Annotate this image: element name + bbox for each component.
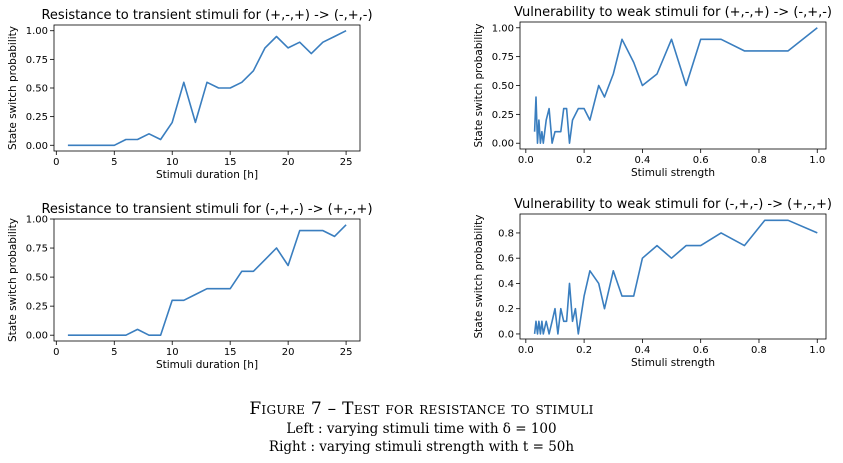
x-tick-label: 20: [282, 347, 295, 358]
y-tick-label: 0.0: [498, 329, 514, 340]
x-tick-label: 0.2: [576, 155, 592, 166]
plot-frame: [519, 213, 827, 340]
y-tick-label: 0.6: [498, 254, 514, 265]
y-tick-label: 0.75: [26, 244, 48, 255]
caption-title: Figure 7 – Test for resistance to stimul…: [249, 399, 594, 419]
x-tick-label: 0.4: [634, 345, 650, 356]
subplot-1: Resistance to transient stimuli for (+,-…: [7, 8, 373, 181]
plot-title: Resistance to transient stimuli for (-,+…: [41, 202, 372, 217]
y-tick-label: 0.50: [26, 84, 48, 95]
x-tick-label: 20: [282, 157, 295, 168]
x-tick-label: 0.0: [518, 345, 534, 356]
y-tick-label: 0.00: [26, 331, 48, 342]
x-tick-label: 25: [340, 347, 353, 358]
x-tick-label: 0.4: [634, 155, 650, 166]
x-tick-label: 0: [53, 347, 59, 358]
y-tick-label: 0.4: [498, 279, 514, 290]
x-tick-label: 0.2: [576, 345, 592, 356]
y-tick-label: 0.00: [26, 141, 48, 152]
series-line: [67, 224, 347, 337]
x-tick-label: 0.6: [693, 155, 709, 166]
plot-frame: [53, 218, 361, 342]
y-tick-label: 0.25: [26, 112, 48, 123]
y-tick-label: 0.2: [498, 304, 514, 315]
y-tick-label: 0.75: [492, 52, 514, 63]
plot-frame: [53, 24, 361, 152]
x-tick-label: 5: [111, 157, 117, 168]
plot-frame: [519, 21, 827, 150]
y-tick-label: 1.00: [492, 23, 514, 34]
plot-title: Vulnerability to weak stimuli for (-,+,-…: [514, 197, 832, 212]
y-tick-label: 0.50: [492, 81, 514, 92]
series-line: [533, 219, 818, 335]
x-tick-label: 0.6: [693, 345, 709, 356]
x-tick-label: 15: [224, 347, 237, 358]
y-tick-label: 0.75: [26, 55, 48, 66]
subplot-2: Vulnerability to weak stimuli for (+,-,+…: [473, 5, 832, 179]
y-tick-label: 0.8: [498, 228, 514, 239]
x-tick-label: 1.0: [809, 155, 825, 166]
caption-line-right: Right : varying stimuli strength with t …: [268, 439, 575, 455]
plot-title: Resistance to transient stimuli for (+,-…: [41, 8, 372, 23]
x-axis-label: Stimuli strength: [631, 167, 715, 179]
x-axis-label: Stimuli duration [h]: [156, 169, 258, 181]
y-tick-label: 0.25: [26, 302, 48, 313]
y-axis-label: State switch probability: [7, 218, 19, 342]
x-tick-label: 10: [166, 347, 179, 358]
y-tick-label: 1.00: [26, 215, 48, 226]
subplot-3: Resistance to transient stimuli for (-,+…: [7, 202, 373, 371]
x-tick-label: 1.0: [809, 345, 825, 356]
caption-line-left: Left : varying stimuli time with δ = 100: [286, 421, 557, 437]
series-line: [67, 29, 347, 147]
figure-canvas: Resistance to transient stimuli for (+,-…: [7, 5, 832, 371]
x-axis-label: Stimuli duration [h]: [156, 359, 258, 371]
x-tick-label: 10: [166, 157, 179, 168]
x-tick-label: 25: [340, 157, 353, 168]
x-tick-label: 0.8: [751, 345, 767, 356]
x-axis-label: Stimuli strength: [631, 357, 715, 369]
y-axis-label: State switch probability: [473, 214, 485, 338]
y-tick-label: 0.00: [492, 139, 514, 150]
series-line: [533, 27, 818, 144]
plot-title: Vulnerability to weak stimuli for (+,-,+…: [514, 5, 832, 20]
x-tick-label: 15: [224, 157, 237, 168]
subplot-4: Vulnerability to weak stimuli for (-,+,-…: [473, 197, 832, 369]
y-axis-label: State switch probability: [7, 26, 19, 150]
x-tick-label: 0.0: [518, 155, 534, 166]
y-tick-label: 1.00: [26, 26, 48, 37]
x-tick-label: 0: [53, 157, 59, 168]
x-tick-label: 5: [111, 347, 117, 358]
y-tick-label: 0.50: [26, 273, 48, 284]
y-tick-label: 0.25: [492, 110, 514, 121]
y-axis-label: State switch probability: [473, 23, 485, 147]
x-tick-label: 0.8: [751, 155, 767, 166]
